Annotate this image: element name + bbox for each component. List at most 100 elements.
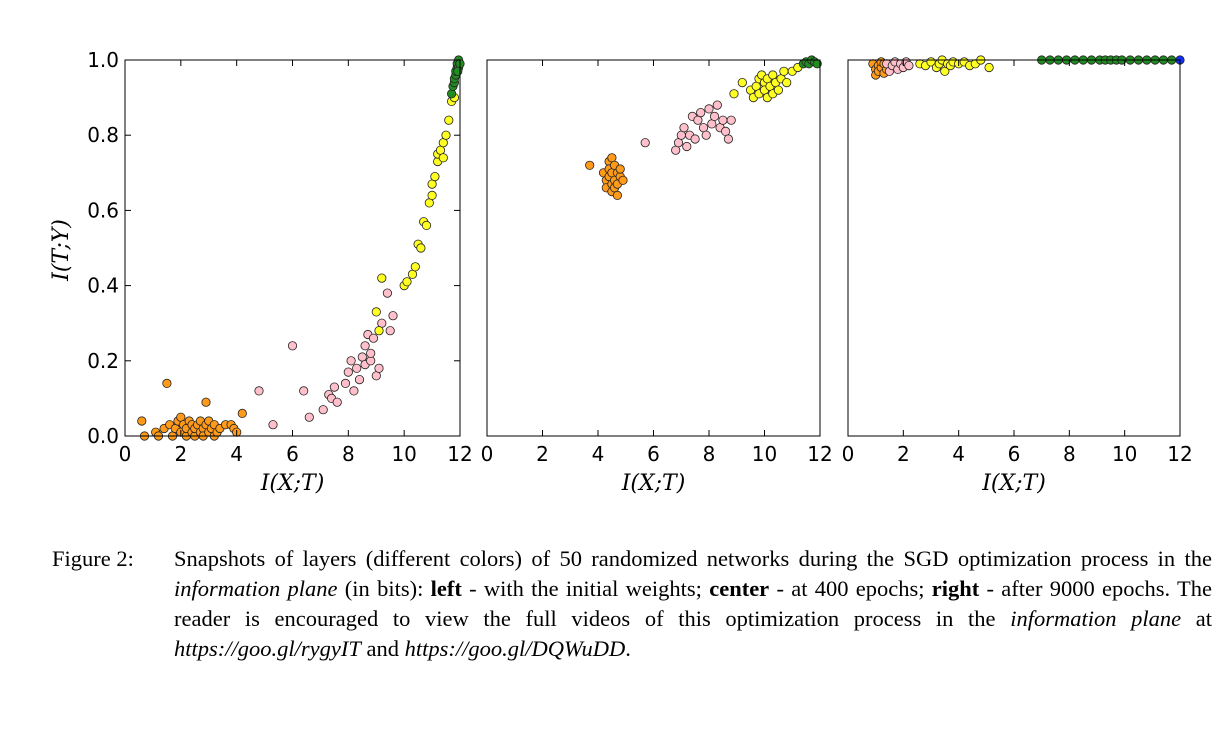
data-point (618, 175, 628, 185)
data-point (679, 123, 689, 133)
data-point (709, 111, 720, 122)
data-point (374, 363, 384, 373)
x-axis-label: I(X;T) (981, 471, 1046, 496)
data-point (904, 60, 914, 71)
panel-center: 0 2 4 6 8 10 12 I(X;T) (481, 55, 833, 496)
x-tick-label: 8 (342, 442, 355, 466)
data-point (332, 397, 342, 407)
data-point (268, 420, 278, 430)
x-tick-label: 4 (592, 442, 605, 466)
data-point (304, 412, 314, 422)
data-point (349, 386, 359, 396)
data-point (366, 348, 376, 358)
caption-label: Figure 2: (52, 546, 134, 571)
data-point (402, 277, 412, 287)
data-point (720, 126, 731, 136)
x-tick-label: 6 (647, 442, 660, 466)
y-tick-label: 0.6 (87, 198, 119, 222)
data-point (382, 288, 392, 298)
x-axis-label: I(X;T) (260, 471, 325, 496)
x-tick-label: 2 (536, 442, 549, 466)
plot-frame (847, 59, 1181, 437)
data-point (701, 130, 711, 140)
panel-left: 0 2 4 6 8 10 12 0.0 0.2 0.4 0.6 0.8 1.0 I(X;T) (87, 48, 473, 496)
y-tick-label: 0.0 (87, 424, 119, 448)
caption-right-label: right (931, 576, 980, 601)
x-tick-label: 10 (752, 442, 777, 466)
x-tick-label: 10 (1112, 442, 1137, 466)
caption-text: Snapshots of layers (different colors) o… (174, 546, 1212, 661)
data-point (585, 160, 595, 170)
data-point (723, 134, 734, 144)
data-point (726, 115, 736, 125)
data-point (446, 89, 457, 99)
x-tick-label: 0 (842, 442, 855, 466)
caption-left-label: left (430, 576, 462, 601)
x-tick-label: 0 (481, 442, 494, 466)
plot-frame (124, 59, 461, 437)
data-point (438, 153, 448, 163)
data-point (329, 382, 339, 392)
data-point (779, 66, 789, 76)
x-tick-label: 10 (391, 442, 416, 466)
data-point (287, 341, 298, 351)
data-point (360, 341, 370, 351)
x-tick-label: 2 (174, 442, 187, 466)
panel-right: 0 2 4 6 8 10 12 I(X;T) (842, 55, 1193, 496)
y-axis-label: I(T;Y) (49, 219, 74, 282)
data-point (237, 408, 247, 418)
video-link-2: https://goo.gl/DQWuDD (404, 636, 626, 661)
data-point (427, 190, 437, 200)
data-point (615, 164, 625, 174)
x-tick-label: 4 (230, 442, 243, 466)
data-point (357, 352, 367, 362)
data-point (421, 220, 432, 230)
data-point (346, 356, 356, 366)
data-point (729, 89, 739, 99)
plot-frame (486, 59, 821, 437)
video-link-1: https://goo.gl/rygyIT (174, 636, 361, 661)
x-tick-label: 6 (286, 442, 299, 466)
data-point (201, 397, 211, 407)
figure: 0 2 4 6 8 10 12 0.0 0.2 0.4 0.6 0.8 1.0 I(X;T) 0 2 4 6 8 1… (49, 48, 1193, 496)
data-point (254, 386, 264, 396)
data-point (444, 115, 454, 125)
data-point (704, 104, 714, 114)
data-point (377, 273, 387, 283)
data-point (640, 138, 650, 148)
y-tick-label: 0.4 (87, 274, 119, 298)
data-point (371, 307, 381, 317)
x-tick-label: 8 (703, 442, 716, 466)
data-point (385, 326, 395, 336)
data-point (354, 374, 365, 385)
data-point (318, 405, 328, 415)
data-point (712, 100, 722, 110)
data-point (696, 108, 706, 118)
figure-caption: Figure 2: Snapshots of layers (different… (52, 544, 1212, 664)
caption-emphasis: information plane (174, 576, 338, 601)
x-tick-label: 8 (1063, 442, 1076, 466)
data-point (737, 78, 747, 88)
x-tick-label: 12 (1167, 442, 1192, 466)
data-point (453, 66, 463, 76)
x-tick-label: 6 (1008, 442, 1021, 466)
data-point (388, 311, 398, 321)
data-point (343, 367, 353, 377)
y-tick-label: 0.2 (87, 349, 119, 373)
data-point (368, 333, 379, 343)
data-point (682, 141, 692, 152)
data-point (693, 115, 703, 125)
data-point (430, 172, 440, 182)
data-point (410, 262, 420, 272)
data-point (340, 378, 351, 388)
data-point (441, 130, 451, 140)
x-tick-label: 12 (807, 442, 832, 466)
y-tick-label: 1.0 (87, 48, 119, 72)
y-tick-label: 0.8 (87, 123, 119, 147)
data-point (416, 243, 426, 253)
data-point (299, 386, 309, 396)
data-point (352, 363, 362, 373)
caption-emphasis: information plane (1010, 606, 1182, 631)
x-tick-label: 0 (119, 442, 132, 466)
x-tick-label: 4 (952, 442, 965, 466)
